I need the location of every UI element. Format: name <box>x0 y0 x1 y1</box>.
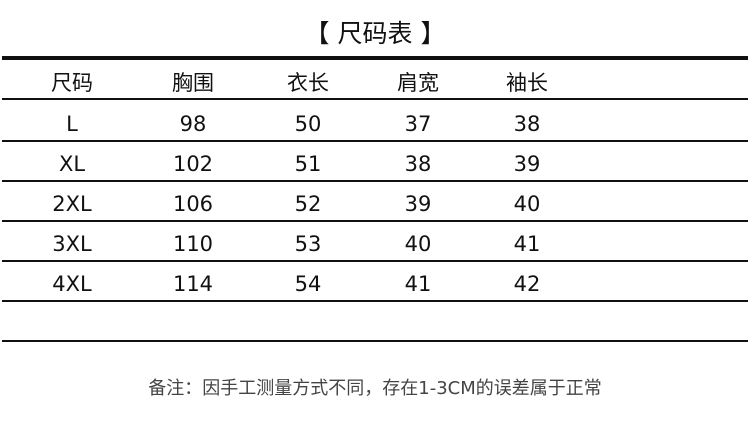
divider <box>2 260 748 262</box>
cell-chest: 114 <box>172 272 214 296</box>
table-row: 2XL 106 52 39 40 <box>0 184 750 224</box>
cell-sleeve: 40 <box>513 192 541 216</box>
cell-sleeve: 38 <box>513 112 541 136</box>
cell-chest: 98 <box>179 112 207 136</box>
table-row: 3XL 110 53 40 41 <box>0 224 750 264</box>
cell-shoulder: 39 <box>404 192 432 216</box>
note-text: 备注：因手工测量方式不同，存在1-3CM的误差属于正常 <box>148 378 602 399</box>
cell-chest: 110 <box>172 232 214 256</box>
header-size: 尺码 <box>51 71 93 95</box>
table-row: XL 102 51 38 39 <box>0 144 750 184</box>
cell-length: 53 <box>294 232 322 256</box>
cell-size: XL <box>58 152 86 176</box>
header-sleeve: 袖长 <box>506 71 548 95</box>
divider <box>2 180 748 182</box>
divider <box>2 300 748 302</box>
cell-chest: 102 <box>172 152 214 176</box>
header-chest: 胸围 <box>172 71 214 95</box>
table-header: 尺码 胸围 衣长 肩宽 袖长 <box>0 63 750 103</box>
divider <box>2 98 748 100</box>
table-row: L 98 50 37 38 <box>0 104 750 144</box>
cell-sleeve: 41 <box>513 232 541 256</box>
cell-length: 50 <box>294 112 322 136</box>
divider <box>2 56 748 60</box>
cell-sleeve: 39 <box>513 152 541 176</box>
cell-length: 51 <box>294 152 322 176</box>
cell-sleeve: 42 <box>513 272 541 296</box>
page-title: 【 尺码表 】 <box>304 19 446 48</box>
cell-length: 52 <box>294 192 322 216</box>
cell-size: 4XL <box>52 272 92 296</box>
divider <box>2 220 748 222</box>
cell-chest: 106 <box>172 192 214 216</box>
cell-shoulder: 38 <box>404 152 432 176</box>
header-shoulder: 肩宽 <box>397 71 439 95</box>
cell-shoulder: 37 <box>404 112 432 136</box>
cell-size: L <box>66 112 78 136</box>
cell-shoulder: 40 <box>404 232 432 256</box>
cell-length: 54 <box>294 272 322 296</box>
header-length: 衣长 <box>287 71 329 95</box>
divider <box>2 140 748 142</box>
table-row: 4XL 114 54 41 42 <box>0 264 750 304</box>
cell-size: 2XL <box>52 192 92 216</box>
cell-size: 3XL <box>52 232 92 256</box>
cell-shoulder: 41 <box>404 272 432 296</box>
divider <box>2 340 748 342</box>
